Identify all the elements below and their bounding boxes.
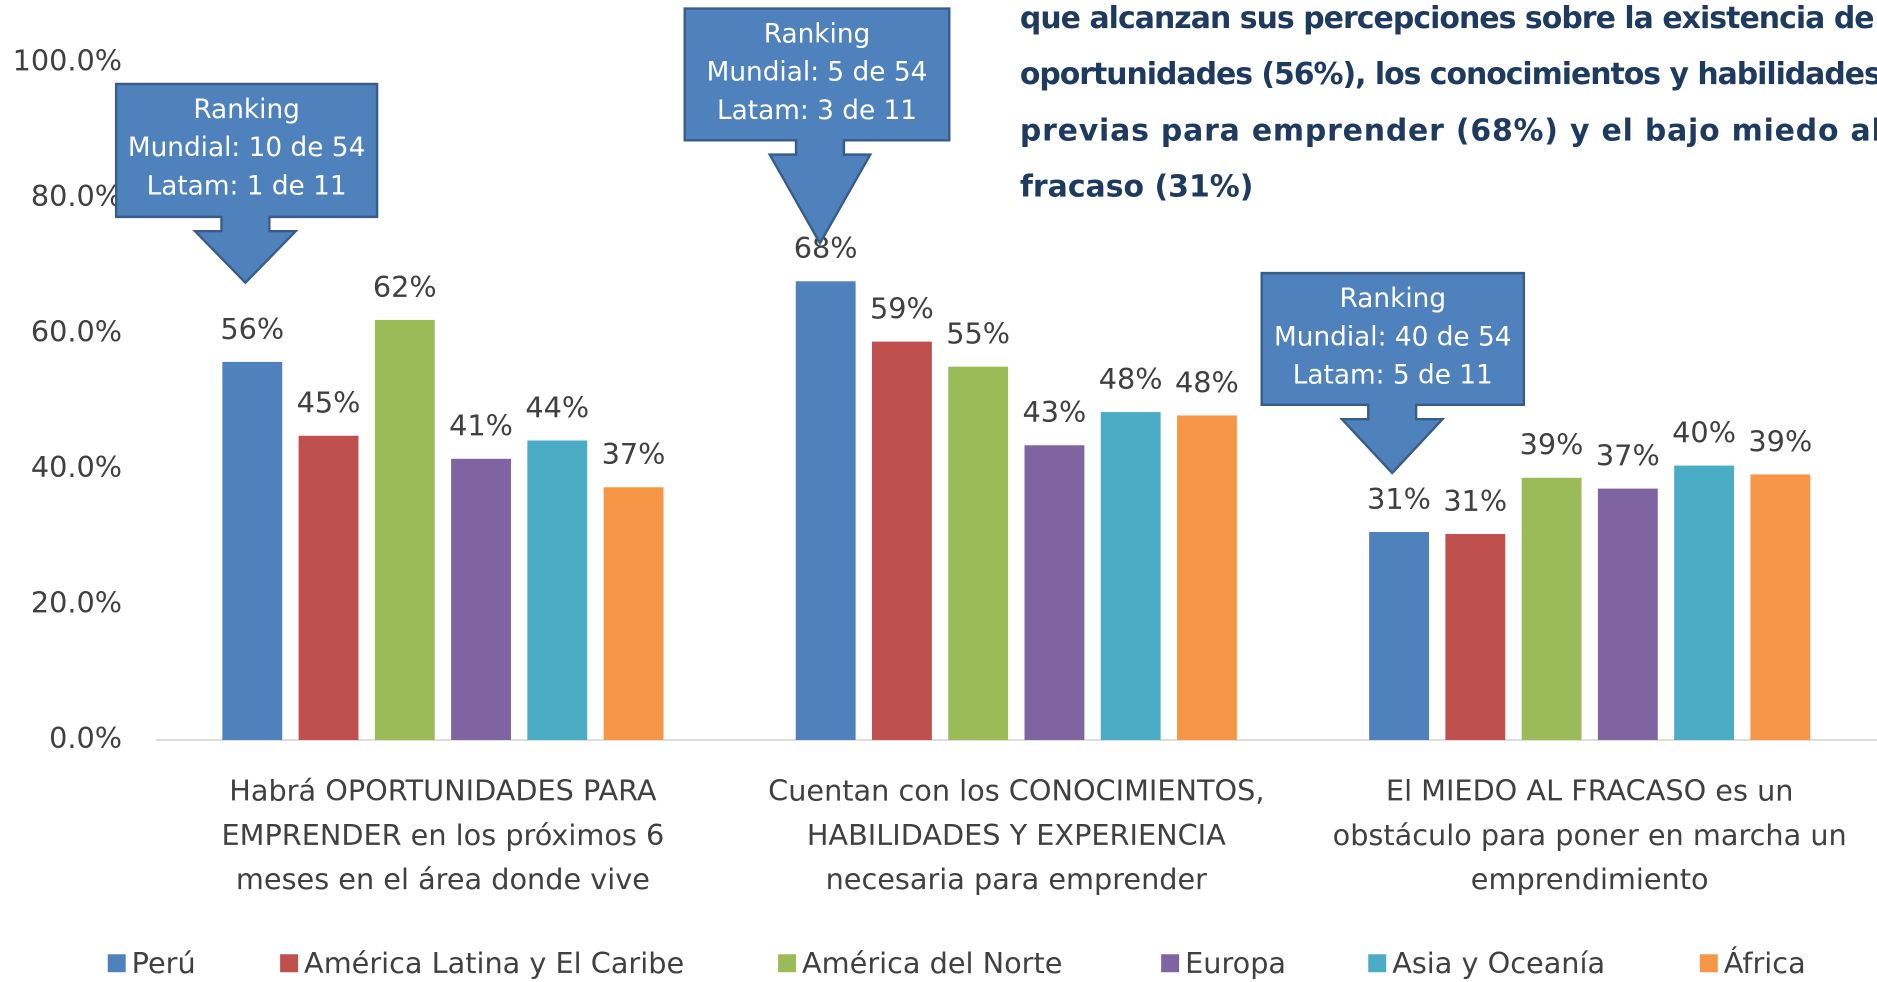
value-label: 39% (1748, 424, 1812, 458)
legend-label: Perú (132, 946, 196, 980)
value-label: 59% (870, 291, 934, 325)
note-text: oportunidades (56%), los conocimientos y… (1020, 57, 1877, 92)
callout-text: Mundial: 40 de 54 (1274, 322, 1511, 352)
value-label: 55% (946, 317, 1010, 351)
bar (1100, 412, 1161, 740)
bar (451, 458, 511, 740)
value-label: 43% (1023, 395, 1087, 429)
x-tick-label: El MIEDO AL FRACASO es un (1386, 774, 1794, 808)
y-tick-label: 100.0% (13, 43, 123, 77)
x-tick-label: necesaria para emprender (826, 862, 1208, 896)
bar (1177, 415, 1237, 740)
value-label: 48% (1099, 362, 1163, 396)
value-label: 45% (297, 386, 361, 420)
legend-swatch (1368, 954, 1387, 973)
bar (1369, 531, 1429, 740)
note-text: que alcanzan sus percepciones sobre la e… (1020, 1, 1875, 36)
legend-label: Asia y Oceanía (1392, 946, 1605, 980)
x-tick-label: Habrá OPORTUNIDADES PARA (229, 774, 657, 808)
legend-swatch (1699, 954, 1718, 973)
value-label: 41% (449, 409, 513, 443)
legend-swatch (778, 954, 797, 973)
callout-text: Mundial: 10 de 54 (128, 133, 365, 163)
legend-swatch (107, 954, 126, 973)
value-label: 31% (1367, 482, 1431, 516)
callout-text: Latam: 1 de 11 (147, 171, 347, 201)
value-label: 44% (525, 390, 589, 424)
bar (1750, 474, 1811, 740)
value-label: 37% (602, 437, 666, 471)
x-tick-label: Cuentan con los CONOCIMIENTOS, (768, 774, 1264, 808)
bar (222, 361, 283, 740)
value-label: 48% (1175, 365, 1239, 399)
x-tick-label: HABILIDADES Y EXPERIENCIA (807, 818, 1226, 852)
callout-text: Latam: 5 de 11 (1293, 361, 1493, 391)
bar (872, 341, 932, 740)
note-text: previas para emprender (68%) y el bajo m… (1020, 113, 1877, 148)
legend-label: América del Norte (802, 946, 1062, 980)
value-label: 39% (1520, 428, 1584, 462)
x-tick-label: emprendimiento (1471, 862, 1709, 896)
x-tick-label: obstáculo para poner en marcha un (1333, 818, 1847, 852)
bar (374, 319, 435, 740)
legend-label: América Latina y El Caribe (304, 946, 684, 980)
callout (1260, 271, 1526, 475)
y-tick-label: 0.0% (49, 721, 122, 755)
callout-text: Latam: 3 de 11 (717, 96, 917, 126)
callout (114, 82, 379, 285)
x-tick-label: meses en el área donde vive (236, 862, 650, 896)
note-text: fracaso (31%) (1020, 170, 1254, 205)
callout-text: Ranking (764, 19, 871, 49)
y-tick-label: 80.0% (31, 179, 122, 213)
y-tick-label: 40.0% (31, 450, 122, 484)
bar (298, 435, 359, 740)
value-label: 56% (220, 312, 284, 346)
callout-text: Ranking (193, 95, 299, 125)
value-label: 40% (1672, 415, 1736, 449)
callout-text: Mundial: 5 de 54 (707, 58, 928, 88)
y-tick-label: 60.0% (31, 314, 122, 348)
bar (603, 487, 664, 740)
value-label: 68% (794, 231, 858, 265)
legend-label: África (1724, 946, 1806, 980)
bar (1674, 465, 1735, 740)
value-label: 37% (1596, 438, 1660, 472)
bar (527, 440, 588, 740)
legend-swatch (1161, 954, 1180, 973)
callout-text: Ranking (1340, 284, 1447, 314)
bar (1521, 477, 1582, 740)
value-label: 31% (1443, 484, 1507, 518)
y-tick-label: 20.0% (31, 585, 122, 619)
bar (1024, 445, 1085, 740)
bar (948, 366, 1009, 740)
value-label: 62% (373, 270, 437, 304)
bar (1445, 534, 1506, 740)
bar (795, 281, 856, 740)
x-tick-label: EMPRENDER en los próximos 6 (222, 818, 665, 852)
bar (1597, 488, 1658, 740)
legend-label: Europa (1185, 946, 1286, 980)
legend-swatch (280, 954, 299, 973)
callout (683, 7, 951, 246)
